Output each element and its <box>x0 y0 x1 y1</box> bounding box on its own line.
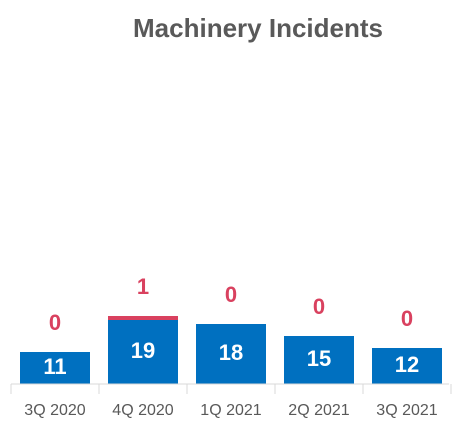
bar-label: 0 <box>225 282 237 307</box>
bar-label: 0 <box>49 310 61 335</box>
bar-label: 18 <box>219 340 243 365</box>
bar-label: 11 <box>43 354 66 379</box>
bar-label: 0 <box>401 306 413 331</box>
bar-label: 15 <box>307 346 331 371</box>
bar-segment <box>20 352 90 384</box>
bar-label: 0 <box>313 294 325 319</box>
bar-label: 19 <box>131 338 155 363</box>
bar-segment <box>372 348 442 384</box>
bar-segment <box>108 316 178 320</box>
bar-segment <box>108 320 178 384</box>
bar-label: 1 <box>137 274 149 299</box>
x-tick-label: 1Q 2021 <box>200 402 261 419</box>
x-tick-label: 3Q 2021 <box>376 402 437 419</box>
x-tick-label: 4Q 2020 <box>112 402 173 419</box>
bar-label: 12 <box>395 352 419 377</box>
bar-segment <box>196 324 266 384</box>
bar-segment <box>284 336 354 384</box>
x-tick-label: 2Q 2021 <box>288 402 349 419</box>
x-tick-label: 3Q 2020 <box>24 402 85 419</box>
chart-title: Machinery Incidents <box>133 13 383 43</box>
